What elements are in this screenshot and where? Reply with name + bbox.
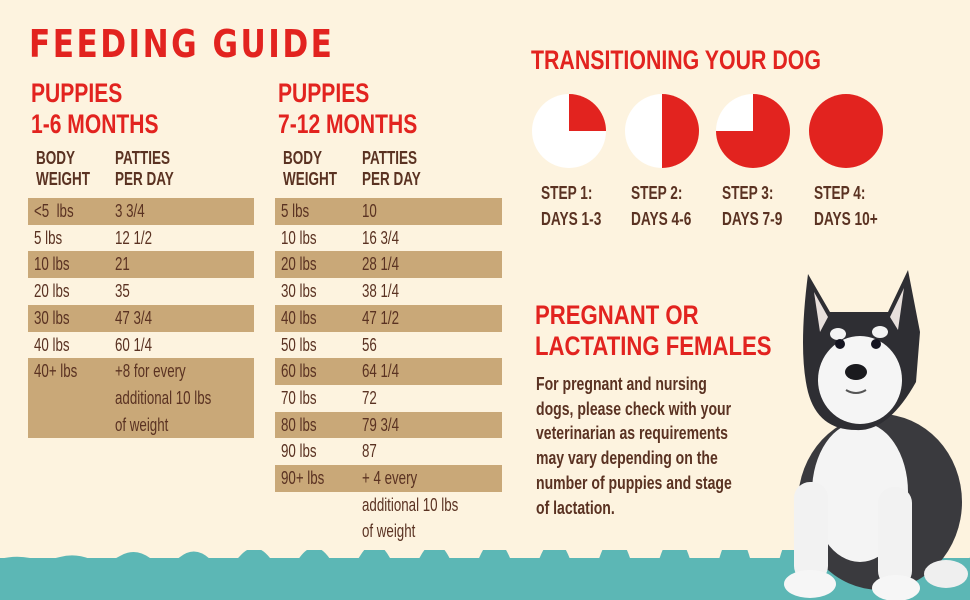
table-row: 70 lbs 72	[275, 385, 502, 412]
table-row: additional 10 lbs of weight	[275, 492, 502, 545]
table-body: <5 lbs 3 3/4 5 lbs 12 1/2 10 lbs 21 20 lbs 35 30…	[28, 198, 254, 439]
table-row: 40 lbs 47 1/2	[275, 304, 502, 332]
cell-patties-per-day: 64 1/4	[362, 361, 400, 382]
pie-step-3-icon	[716, 94, 790, 168]
table-title: PUPPIES 7-12 MONTHS	[278, 78, 502, 140]
table-row: 60 lbs 64 1/4	[275, 358, 502, 385]
cell-body-weight: 40 lbs	[281, 307, 317, 328]
header-patties-per-day: PATTIES PER DAY	[115, 148, 174, 189]
step-4-label: STEP 4: DAYS 10+	[814, 183, 878, 229]
cell-body-weight: 20 lbs	[281, 254, 317, 275]
cell-patties-per-day: 47 1/2	[362, 307, 400, 328]
table-row: 5 lbs 12 1/2	[28, 225, 254, 252]
husky-puppy-image	[784, 270, 968, 600]
cell-patties-per-day: 10	[362, 201, 377, 221]
cell-body-weight: 30 lbs	[281, 281, 317, 302]
table-row: 80 lbs 79 3/4	[275, 411, 502, 439]
table-row: 5 lbs 10	[275, 198, 502, 225]
cell-patties-per-day: 47 3/4	[115, 307, 153, 328]
cell-patties-per-day: 79 3/4	[362, 414, 400, 435]
cell-patties-per-day: 35	[115, 281, 130, 302]
cell-body-weight: 5 lbs	[281, 201, 310, 221]
table-row: 20 lbs 35	[28, 278, 254, 305]
table-row: 10 lbs 16 3/4	[275, 225, 502, 252]
cell-patties-per-day: +8 for every additional 10 lbs of weight	[115, 361, 212, 435]
cell-body-weight: 90 lbs	[281, 441, 317, 462]
table-row: 30 lbs 47 3/4	[28, 304, 254, 332]
table-row: 20 lbs 28 1/4	[275, 251, 502, 279]
table-title-line: 7-12 MONTHS	[278, 109, 418, 139]
table-row: 10 lbs 21	[28, 251, 254, 279]
cell-patties-per-day: 28 1/4	[362, 254, 400, 275]
table-row: 40+ lbs +8 for every additional 10 lbs of…	[28, 358, 254, 439]
step-3-label: STEP 3: DAYS 7-9	[722, 183, 783, 229]
table-row: 40 lbs 60 1/4	[28, 332, 254, 359]
cell-body-weight: 40 lbs	[34, 334, 70, 355]
pie-step-1-icon	[532, 94, 606, 168]
table-title-line: PUPPIES	[278, 78, 370, 108]
table-row: 90 lbs 87	[275, 438, 502, 465]
cell-patties-per-day: 56	[362, 334, 377, 355]
cell-patties-per-day: 60 1/4	[115, 334, 153, 355]
cell-patties-per-day: 16 3/4	[362, 227, 400, 248]
feeding-table-1-6-months: PUPPIES 1-6 MONTHS BODY WEIGHT PATTIES P…	[28, 78, 254, 439]
cell-body-weight: 20 lbs	[34, 281, 70, 302]
cell-body-weight: 90+ lbs	[281, 468, 325, 489]
cell-patties-per-day: additional 10 lbs of weight	[362, 494, 459, 542]
header-body-weight: BODY WEIGHT	[36, 148, 90, 189]
cell-body-weight: 80 lbs	[281, 414, 317, 435]
cell-body-weight: 70 lbs	[281, 387, 317, 408]
cell-body-weight: 40+ lbs	[34, 361, 78, 382]
cell-patties-per-day: 38 1/4	[362, 281, 400, 302]
pie-step-2-icon	[625, 94, 699, 168]
cell-patties-per-day: 12 1/2	[115, 227, 153, 248]
table-row: <5 lbs 3 3/4	[28, 198, 254, 225]
step-1-label: STEP 1: DAYS 1-3	[541, 183, 602, 229]
cell-body-weight: 30 lbs	[34, 307, 70, 328]
cell-patties-per-day: + 4 every	[362, 468, 418, 489]
table-title: PUPPIES 1-6 MONTHS	[31, 78, 254, 140]
cell-patties-per-day: 87	[362, 441, 377, 462]
cell-body-weight: 10 lbs	[281, 227, 317, 248]
cell-patties-per-day: 72	[362, 387, 377, 408]
table-body: 5 lbs 10 10 lbs 16 3/4 20 lbs 28 1/4 30 lbs 38 …	[275, 198, 502, 545]
table-row: 50 lbs 56	[275, 332, 502, 359]
cell-patties-per-day: 3 3/4	[115, 201, 145, 221]
header-body-weight: BODY WEIGHT	[283, 148, 337, 189]
table-header: BODY WEIGHT PATTIES PER DAY	[275, 148, 502, 198]
step-2-label: STEP 2: DAYS 4-6	[631, 183, 692, 229]
page-title: FEEDING GUIDE	[29, 22, 335, 66]
transition-title: TRANSITIONING YOUR DOG	[531, 45, 821, 75]
cell-body-weight: 5 lbs	[34, 227, 63, 248]
table-title-line: 1-6 MONTHS	[31, 109, 159, 139]
pie-step-4-icon	[809, 94, 883, 168]
header-patties-per-day: PATTIES PER DAY	[362, 148, 421, 189]
table-row: 30 lbs 38 1/4	[275, 278, 502, 305]
pregnant-title: PREGNANT OR LACTATING FEMALES	[535, 300, 772, 361]
table-header: BODY WEIGHT PATTIES PER DAY	[28, 148, 254, 198]
feeding-table-7-12-months: PUPPIES 7-12 MONTHS BODY WEIGHT PATTIES …	[275, 78, 502, 545]
cell-body-weight: <5 lbs	[34, 201, 74, 221]
table-title-line: PUPPIES	[31, 78, 123, 108]
pregnant-body: For pregnant and nursing dogs, please ch…	[536, 374, 732, 518]
cell-body-weight: 60 lbs	[281, 361, 317, 382]
cell-patties-per-day: 21	[115, 254, 130, 275]
cell-body-weight: 10 lbs	[34, 254, 70, 275]
table-row: 90+ lbs + 4 every	[275, 465, 502, 492]
cell-body-weight: 50 lbs	[281, 334, 317, 355]
